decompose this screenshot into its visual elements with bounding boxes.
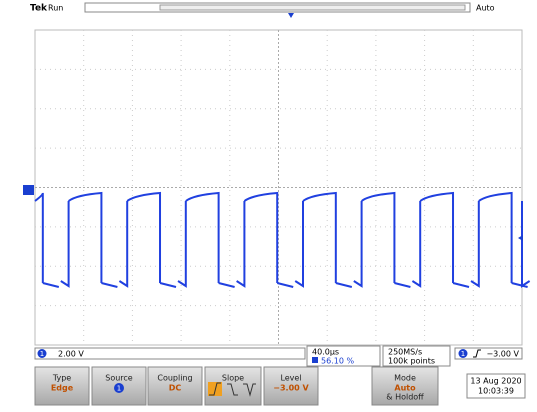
slope-icons — [209, 382, 256, 397]
trace — [34, 191, 531, 288]
menu-label: Mode — [394, 374, 416, 383]
ch-scale: 2.00 V — [58, 350, 84, 359]
menu-button[interactable] — [371, 366, 439, 406]
ch-box — [34, 347, 306, 360]
menu-label: Slope — [222, 374, 244, 383]
waveform — [34, 191, 531, 288]
trigger-level: −3.00 V — [486, 350, 519, 359]
menu-value: −3.00 V — [273, 384, 309, 393]
ch-marker — [23, 185, 34, 195]
menu-value: Edge — [51, 384, 74, 393]
menu-button[interactable] — [34, 366, 90, 406]
time: 10:03:39 — [478, 387, 514, 396]
source-badge — [114, 383, 124, 393]
brand: Tek — [30, 4, 48, 14]
ch-number: 1 — [40, 350, 44, 358]
trigger-source: 1 — [461, 350, 465, 358]
menu-value: Auto — [394, 384, 416, 393]
timebase-box — [306, 345, 381, 367]
datetime-box — [466, 373, 526, 399]
record-length: 100k points — [388, 357, 435, 366]
timebase-position: 56.10 % — [321, 357, 354, 366]
run-state: Run — [48, 4, 63, 13]
menu-button[interactable] — [147, 366, 203, 406]
menu-extra: & Holdoff — [386, 393, 424, 402]
graticule — [34, 29, 523, 346]
menu-button[interactable] — [263, 366, 319, 406]
trigger-level-marker — [518, 235, 523, 241]
date: 13 Aug 2020 — [470, 377, 521, 386]
timebase-scale: 40.0µs — [312, 348, 339, 357]
menu-label: Source — [105, 374, 133, 383]
trigger-mode: Auto — [476, 4, 495, 13]
menu-button[interactable] — [204, 366, 262, 406]
trigger-box — [454, 347, 523, 360]
trig-badge — [458, 349, 468, 358]
menu-label: Level — [280, 374, 301, 383]
slope-icon — [473, 349, 481, 358]
menu-label: Type — [52, 374, 71, 383]
pos-icon — [312, 357, 318, 363]
ch-badge — [37, 349, 47, 358]
record-window — [159, 4, 466, 11]
menu-value: DC — [169, 384, 182, 393]
sample-rate: 250MS/s — [388, 348, 422, 357]
trigger-pos — [288, 13, 294, 18]
acq-box — [382, 345, 451, 367]
menu-value: 1 — [117, 385, 121, 393]
menu-label: Coupling — [157, 374, 192, 383]
